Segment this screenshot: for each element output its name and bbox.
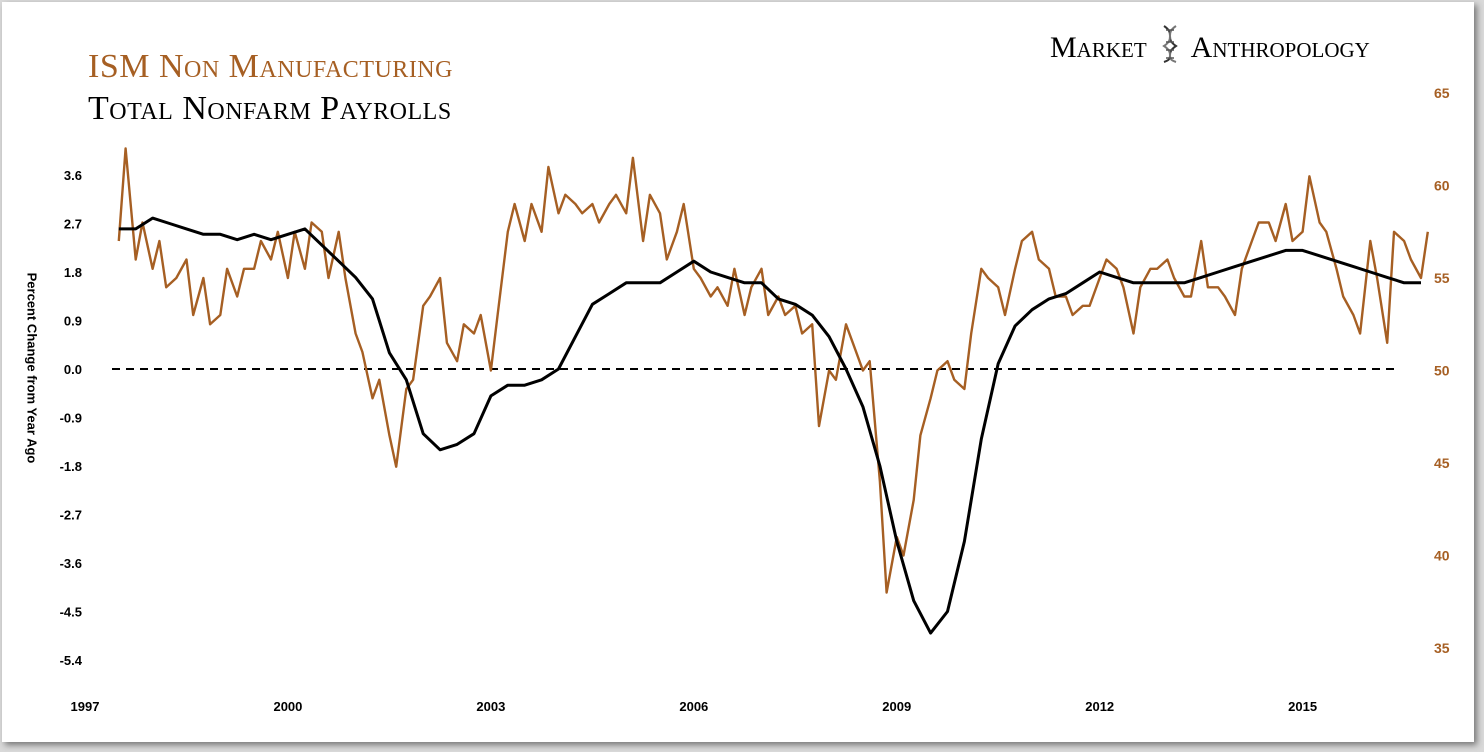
dna-helix-icon [1161,24,1179,72]
x-tick-label: 2012 [1085,699,1114,714]
y-right-tick-label: 50 [1434,363,1450,379]
x-tick-label: 2006 [679,699,708,714]
chart-title-ism: ISM Non Manufacturing [88,48,453,85]
y-left-tick-label: 0.0 [64,362,82,377]
y-right-tick-label: 65 [1434,85,1450,101]
series-line-ism [117,147,1429,594]
y-left-tick-label: 0.9 [64,314,82,329]
x-tick-label: 1997 [71,699,100,714]
chart-title-payrolls: Total Nonfarm Payrolls [88,90,452,127]
y-left-tick-label: -1.8 [60,459,82,474]
x-tick-label: 2000 [273,699,302,714]
x-tick-label: 2009 [882,699,911,714]
y-right-tick-label: 60 [1434,178,1450,194]
x-tick-label: 2015 [1288,699,1317,714]
y-right-tick-label: 45 [1434,455,1450,471]
y-left-tick-label: -3.6 [60,556,82,571]
y-right-tick-label: 35 [1434,640,1450,656]
y-left-tick-label: -5.4 [60,653,83,668]
y-left-tick-label: 3.6 [64,168,82,183]
brand-text-left: Market [1050,31,1147,64]
y-left-tick-label: -0.9 [60,411,82,426]
brand-text-right: Anthropology [1190,31,1370,64]
y-left-tick-label: 1.8 [64,265,82,280]
y-left-tick-label: -2.7 [60,508,82,523]
chart-frame: ISM Non Manufacturing Total Nonfarm Payr… [2,2,1474,742]
y-left-tick-label: -4.5 [60,605,82,620]
series-line-payrolls [118,216,1421,635]
y-left-tick-label: 2.7 [64,217,82,232]
y-right-tick-label: 55 [1434,270,1450,286]
brand-logo: Market Anthropology [1050,24,1370,72]
x-tick-label: 2003 [476,699,505,714]
y-right-tick-label: 40 [1434,548,1450,564]
